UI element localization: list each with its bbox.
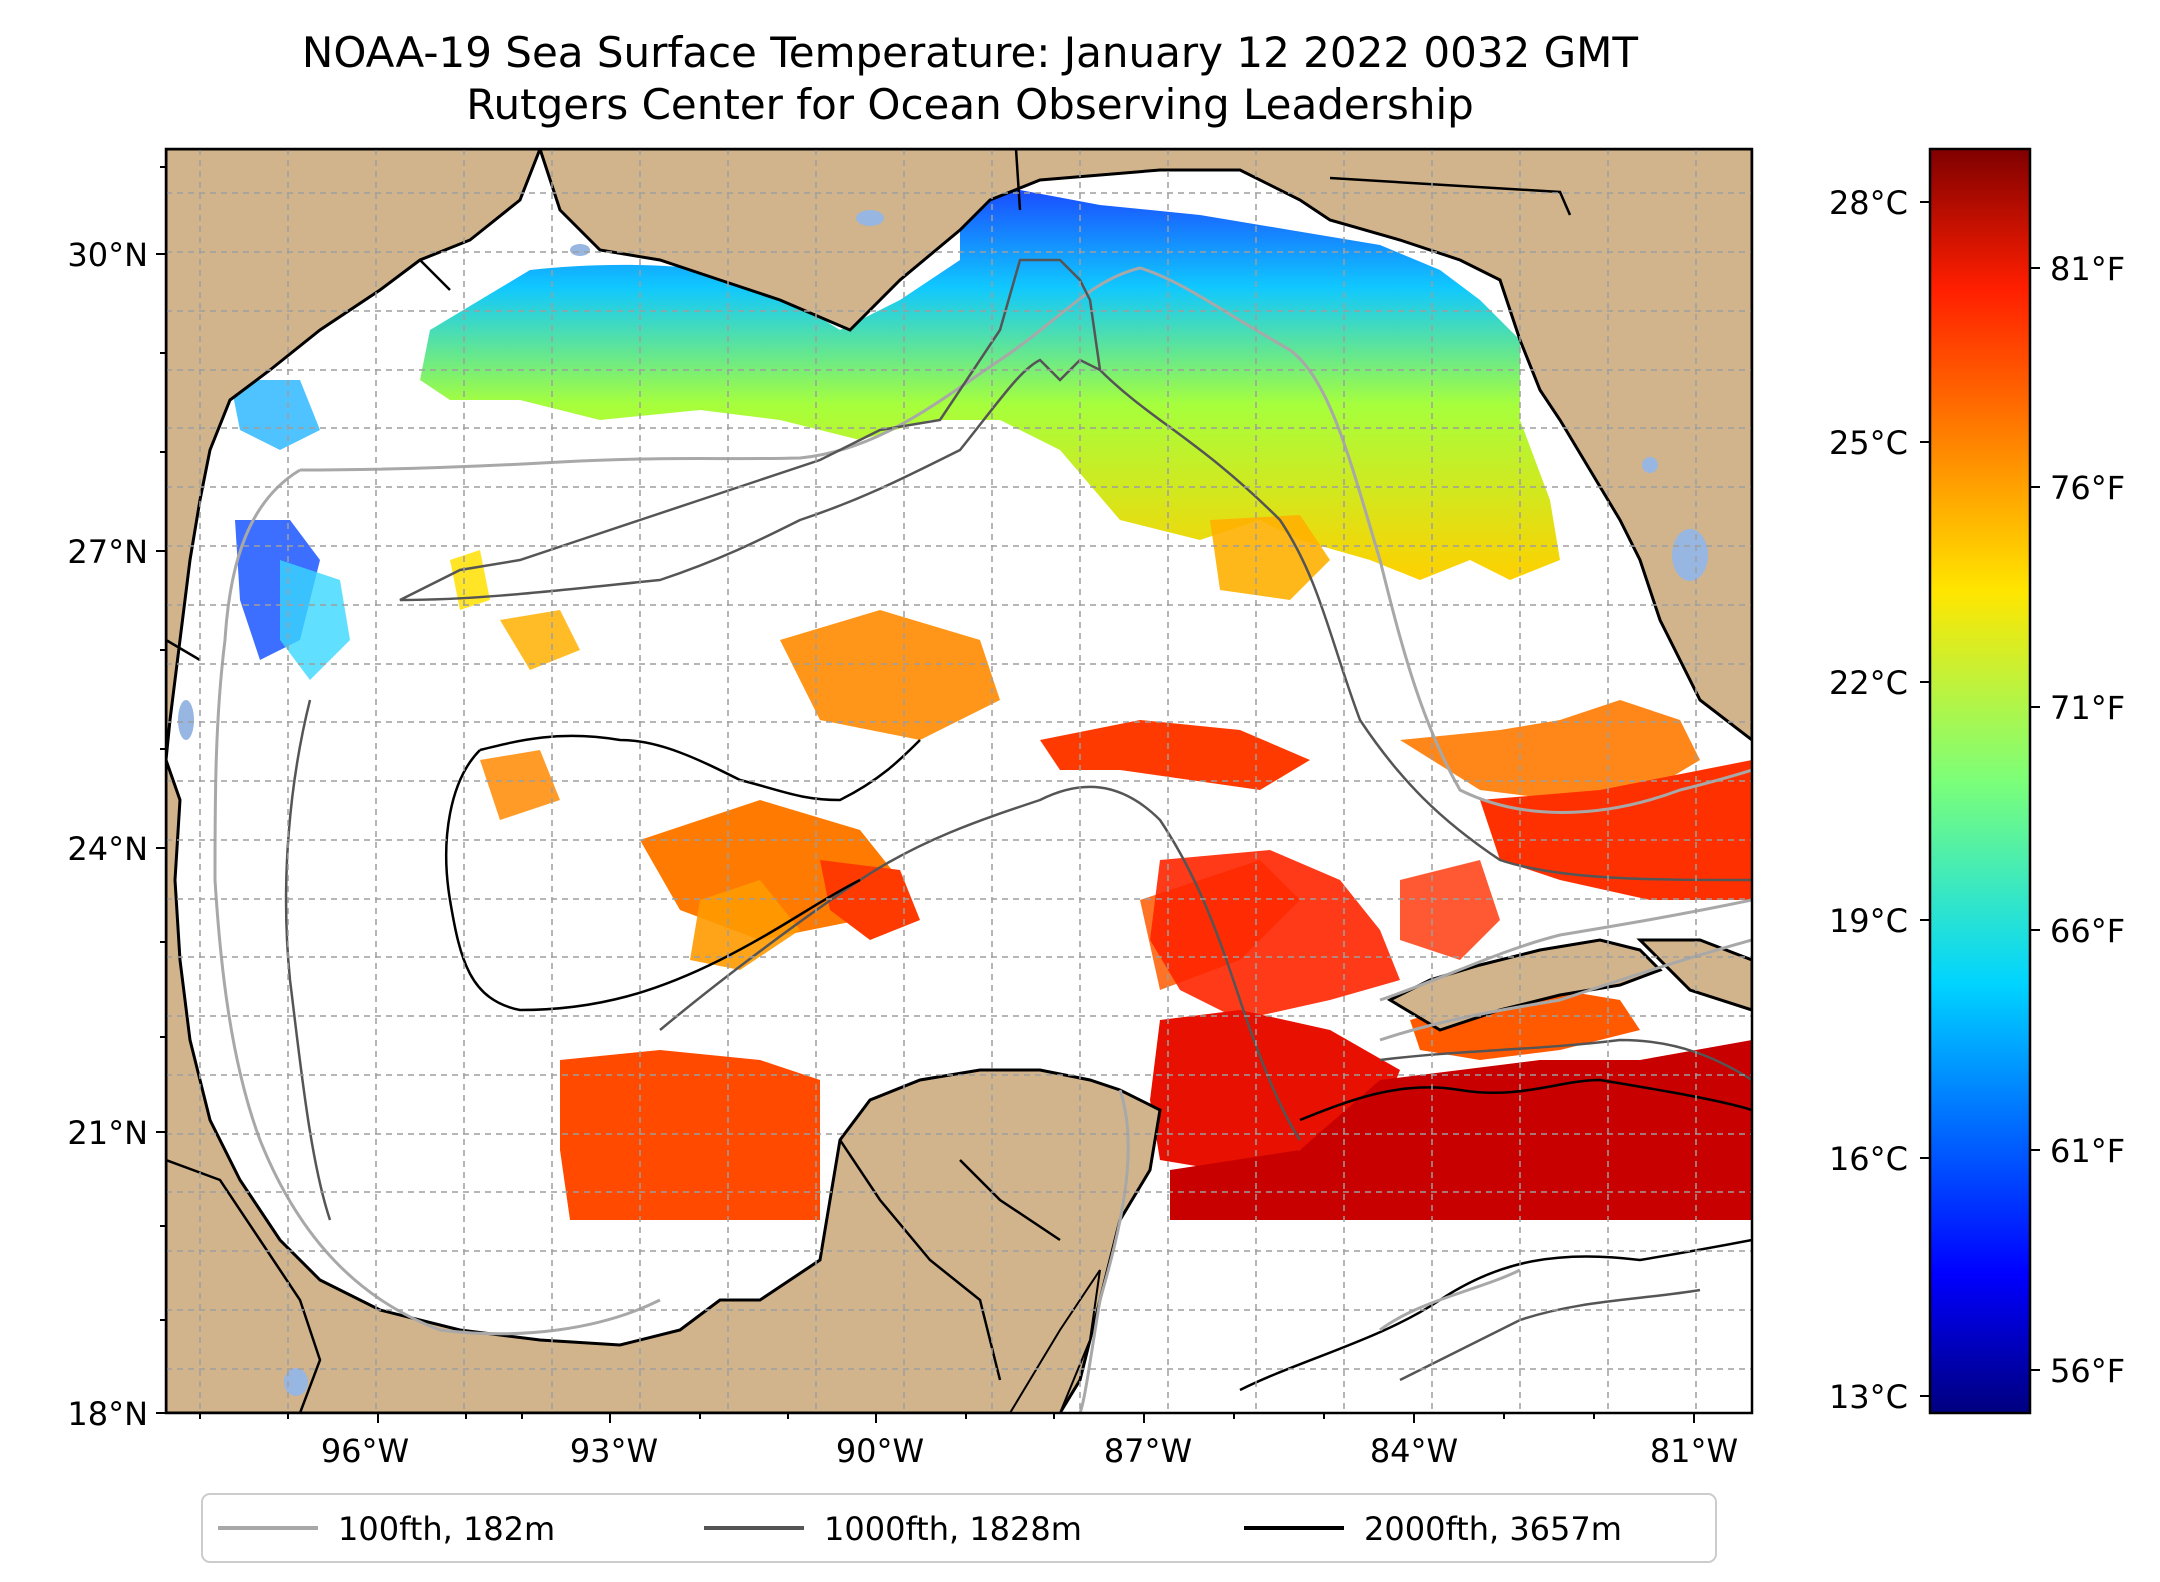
contour-1000fth bbox=[1099, 369, 1752, 882]
mexico-yucatan-land bbox=[166, 759, 1162, 1413]
lat-label-24: 24°N bbox=[67, 830, 148, 868]
contour-100fth bbox=[299, 266, 1752, 814]
graticule bbox=[166, 149, 1752, 1413]
lat-label-27: 27°N bbox=[67, 533, 148, 571]
colorbar-c-19: 19°C bbox=[1829, 902, 1908, 940]
lon-label-84: 84°W bbox=[1370, 1432, 1458, 1470]
lon-label-87: 87°W bbox=[1104, 1432, 1192, 1470]
sst-northern-gulf bbox=[420, 190, 1560, 580]
map-title: NOAA-19 Sea Surface Temperature: January… bbox=[301, 28, 1639, 77]
colorbar-f-81: 81°F bbox=[2050, 250, 2125, 288]
colorbar-f-76: 76°F bbox=[2050, 469, 2125, 507]
contour-legend: 100fth, 182m 1000fth, 1828m 2000fth, 365… bbox=[201, 1493, 1717, 1563]
colorbar-f-71: 71°F bbox=[2050, 689, 2125, 727]
lat-label-21: 21°N bbox=[67, 1114, 148, 1152]
colorbar-c-22: 22°C bbox=[1829, 664, 1908, 702]
lon-label-96: 96°W bbox=[321, 1432, 409, 1470]
land-layer bbox=[166, 149, 1752, 1413]
map-frame bbox=[164, 147, 1754, 1415]
colorbar-c-13: 13°C bbox=[1829, 1378, 1908, 1416]
colorbar-c-25: 25°C bbox=[1829, 424, 1908, 462]
colorbar-c-28: 28°C bbox=[1829, 184, 1908, 222]
colorbar-f-56: 56°F bbox=[2050, 1352, 2125, 1390]
legend-label-100fth: 100fth, 182m bbox=[338, 1510, 555, 1548]
colorbar-c-16: 16°C bbox=[1829, 1140, 1908, 1178]
legend-label-2000fth: 2000fth, 3657m bbox=[1364, 1510, 1622, 1548]
colorbar-f-66: 66°F bbox=[2050, 912, 2125, 950]
lon-label-90: 90°W bbox=[836, 1432, 924, 1470]
map-area bbox=[166, 149, 1752, 1413]
map-subtitle: Rutgers Center for Ocean Observing Leade… bbox=[466, 80, 1474, 129]
lon-label-81: 81°W bbox=[1650, 1432, 1738, 1470]
colorbar-f-61: 61°F bbox=[2050, 1132, 2125, 1170]
bathymetry-contours bbox=[213, 258, 1752, 1413]
lon-label-93: 93°W bbox=[570, 1432, 658, 1470]
lat-label-30: 30°N bbox=[67, 236, 148, 274]
colorbar bbox=[1928, 147, 2032, 1415]
us-gulf-coast-land bbox=[166, 149, 1752, 742]
lat-label-18: 18°N bbox=[67, 1395, 148, 1433]
contour-2000fth bbox=[479, 734, 921, 802]
legend-label-1000fth: 1000fth, 1828m bbox=[824, 1510, 1082, 1548]
